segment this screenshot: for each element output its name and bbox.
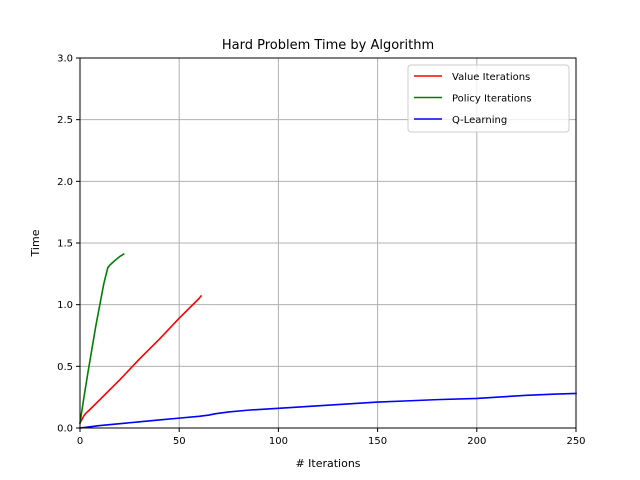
y-tick-label: 0.0: [57, 424, 73, 435]
series-line-value-iterations: [78, 294, 203, 425]
x-tick-label: 200: [467, 436, 486, 447]
y-tick-label: 0.5: [57, 362, 73, 373]
x-tick-label: 150: [368, 436, 387, 447]
series-line-q-learning: [79, 392, 577, 429]
y-tick-label: 3.0: [57, 54, 73, 65]
legend-label-q-learning: Q-Learning: [452, 115, 507, 126]
y-tick-label: 1.0: [57, 300, 73, 311]
x-tick-label: 100: [269, 436, 288, 447]
y-tick-label: 2.0: [57, 177, 73, 188]
series-line-policy-iterations: [79, 252, 125, 424]
chart-title: Hard Problem Time by Algorithm: [222, 38, 434, 53]
legend-box: [407, 64, 570, 133]
x-tick-label: 0: [77, 436, 83, 447]
y-tick-label: 1.5: [57, 239, 73, 250]
x-tick-label: 250: [566, 436, 585, 447]
tick-layer: 0 50 100 150 200 250 0.0 0.5 1.0 1.5 2.0 2.5 3.0: [57, 54, 585, 448]
legend: Value Iterations Policy Iterations Q-Learn…: [407, 64, 570, 133]
y-tick-label: 2.5: [57, 115, 73, 126]
legend-label-value-iterations: Value Iterations: [452, 72, 530, 83]
x-tick-label: 50: [173, 436, 186, 447]
x-axis-label: # Iterations: [295, 457, 360, 470]
y-axis-label: Time: [29, 229, 42, 257]
legend-label-policy-iterations: Policy Iterations: [452, 94, 532, 105]
series-layer: [78, 252, 577, 429]
